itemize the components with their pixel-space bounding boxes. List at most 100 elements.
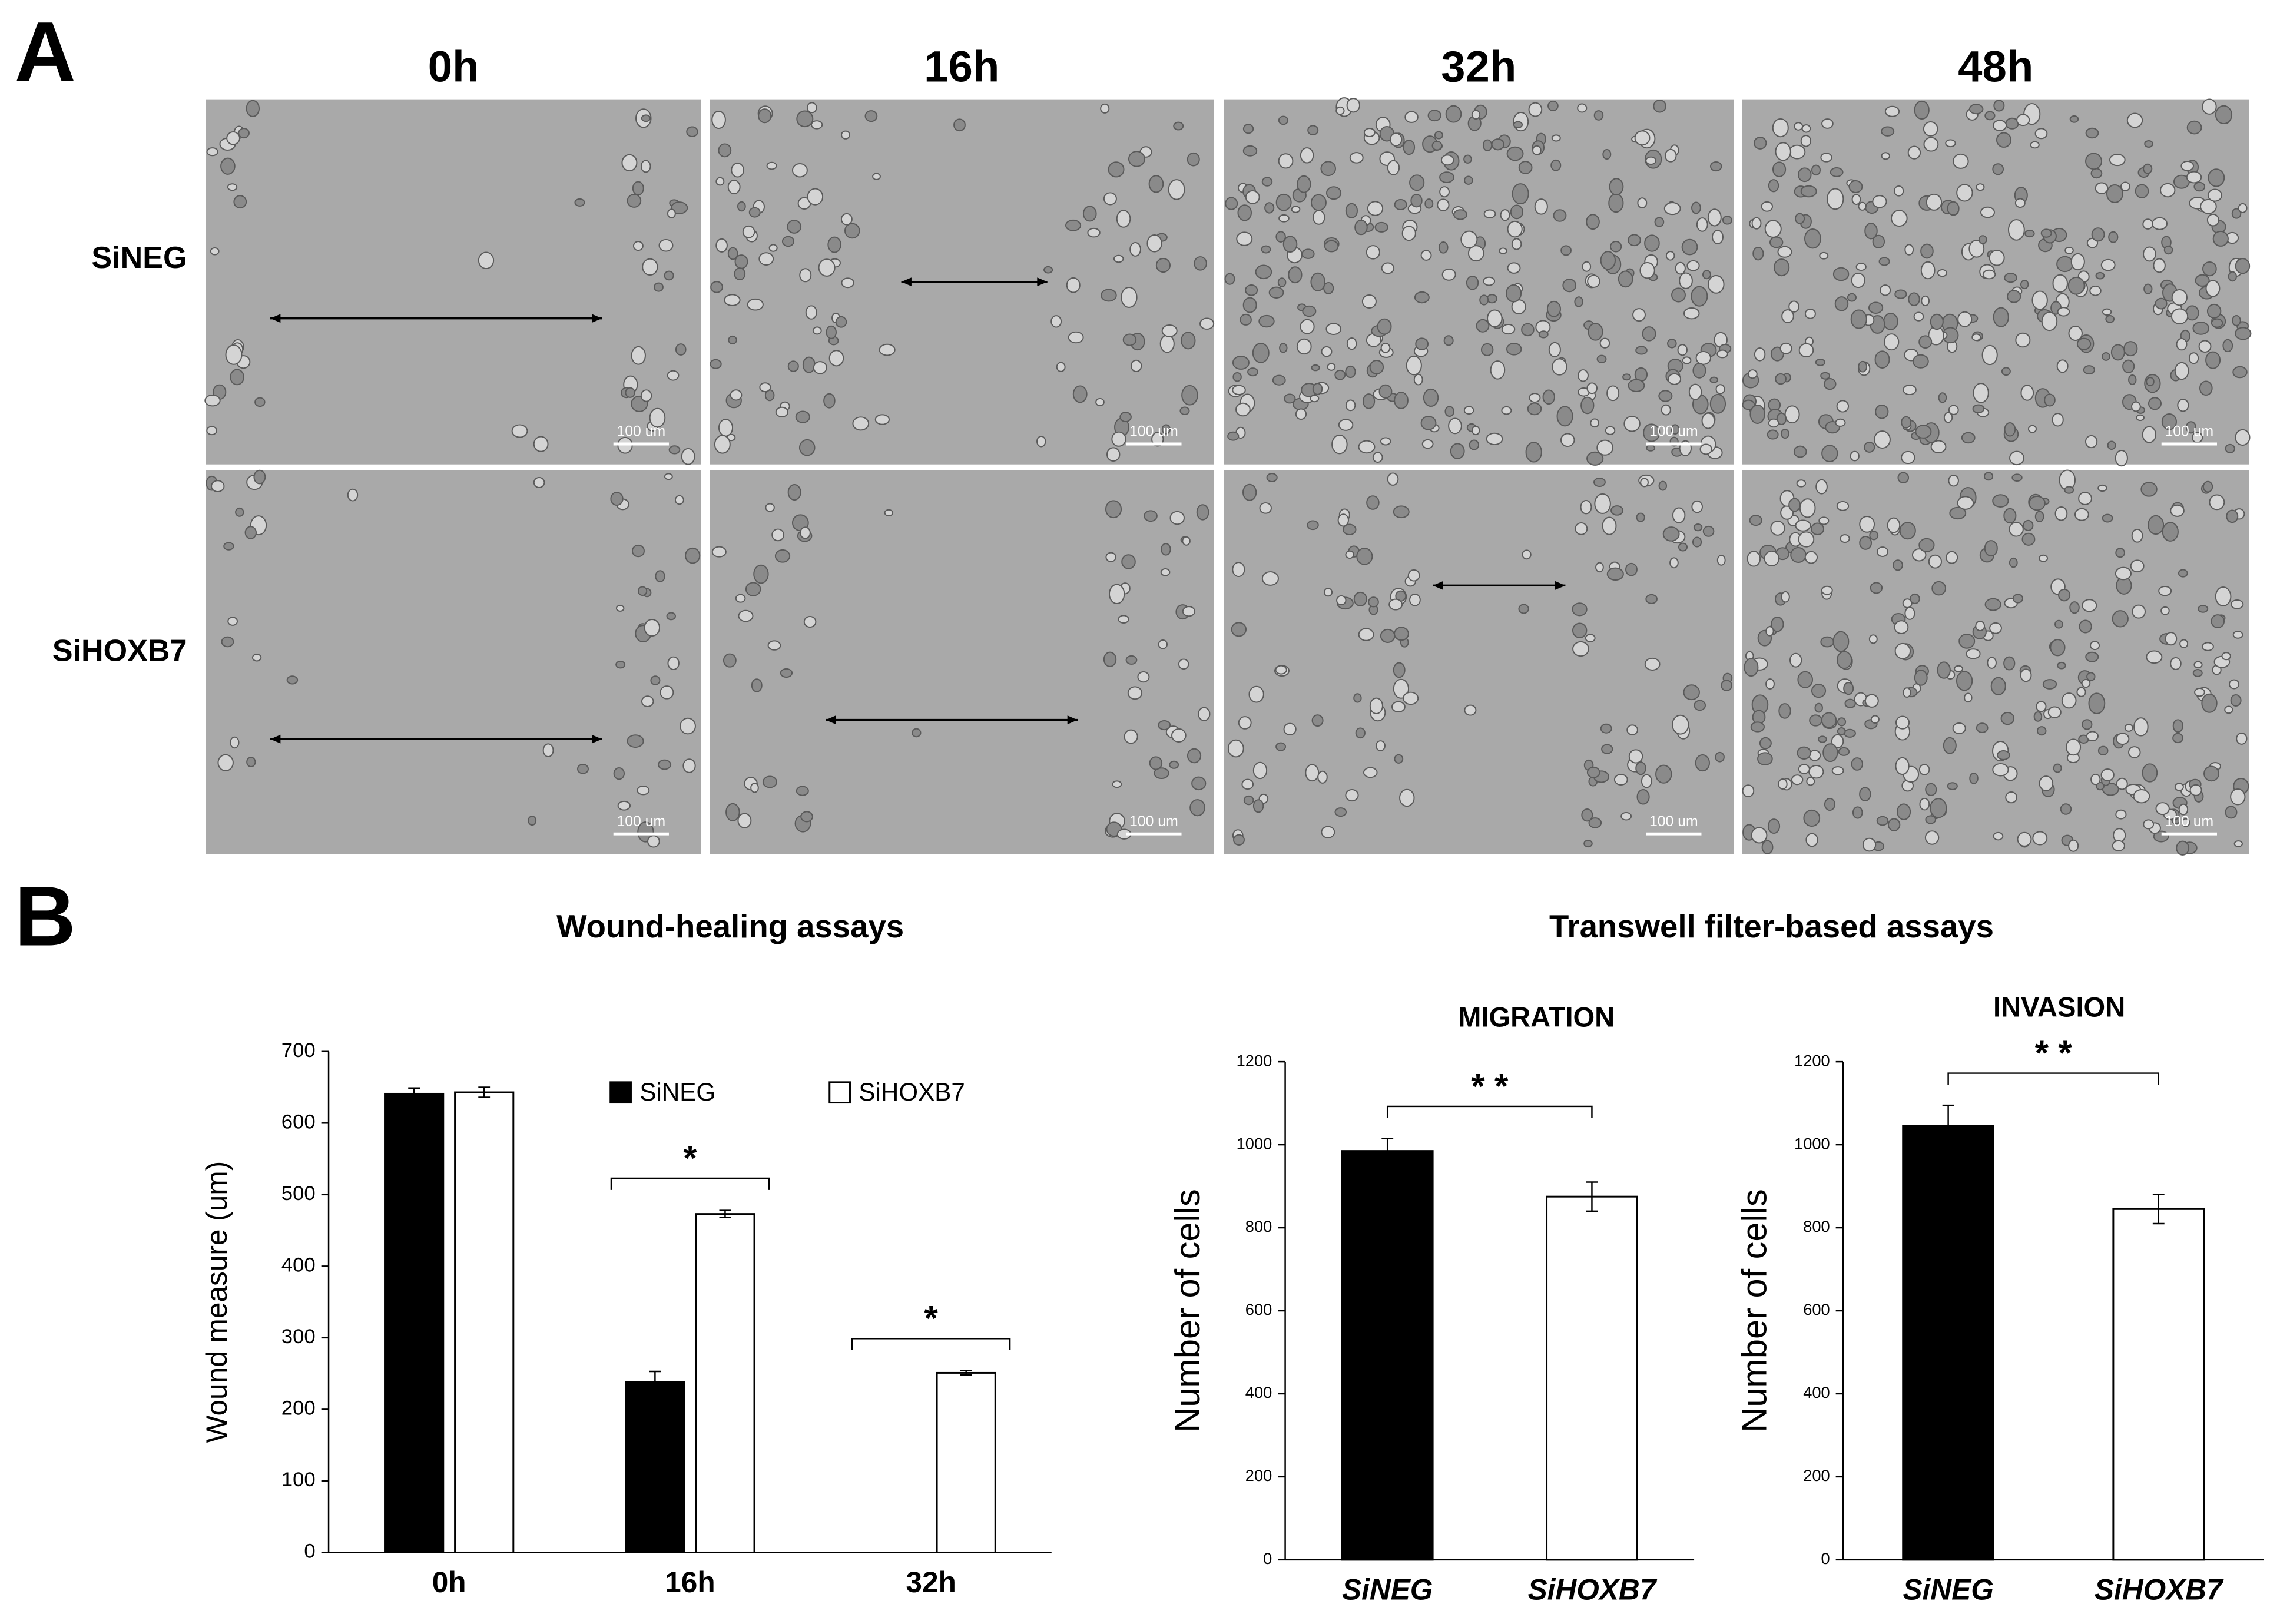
cell bbox=[1227, 739, 1244, 758]
cell bbox=[1899, 522, 1916, 540]
cell bbox=[742, 225, 755, 238]
cell bbox=[2047, 706, 2062, 718]
cell bbox=[1663, 202, 1681, 216]
cell bbox=[1198, 707, 1211, 721]
cell bbox=[1171, 728, 1187, 743]
cell bbox=[1394, 198, 1407, 211]
cell bbox=[1191, 776, 1207, 791]
cell bbox=[1801, 124, 1811, 133]
cell bbox=[2090, 641, 2100, 651]
cell bbox=[681, 448, 695, 465]
cell bbox=[1506, 146, 1524, 161]
cell bbox=[1671, 424, 1680, 435]
cell bbox=[625, 387, 635, 398]
bar bbox=[1546, 1195, 1638, 1561]
cell bbox=[1377, 318, 1392, 335]
cell bbox=[1920, 243, 1934, 259]
significance-label: * bbox=[924, 1298, 939, 1338]
cell bbox=[1605, 426, 1616, 435]
cell bbox=[1472, 425, 1480, 436]
cell bbox=[2116, 733, 2130, 745]
cell bbox=[1602, 516, 1617, 535]
cell bbox=[1811, 164, 1821, 176]
cell bbox=[1232, 355, 1250, 370]
cell bbox=[2067, 276, 2085, 295]
cell bbox=[1672, 714, 1689, 735]
cell bbox=[1901, 416, 1912, 429]
cell bbox=[658, 238, 674, 252]
cell bbox=[1513, 121, 1523, 128]
cell bbox=[1639, 261, 1655, 279]
cell bbox=[2014, 198, 2026, 208]
cell bbox=[1968, 240, 1985, 258]
cell bbox=[1121, 554, 1136, 569]
cell bbox=[2029, 495, 2046, 511]
cell bbox=[1295, 408, 1307, 420]
cell bbox=[2003, 656, 2016, 671]
cell bbox=[2100, 768, 2115, 781]
cell bbox=[2089, 285, 2102, 296]
cell bbox=[2039, 775, 2054, 791]
cell bbox=[610, 492, 624, 506]
cell bbox=[1346, 98, 1360, 113]
cell bbox=[879, 343, 896, 356]
cell bbox=[827, 236, 841, 253]
cell bbox=[1645, 594, 1658, 604]
cell bbox=[1252, 761, 1268, 780]
scale-bar-label: 100 um bbox=[1129, 814, 1178, 830]
y-tick-label: 400 bbox=[1803, 1383, 1830, 1401]
cell bbox=[1168, 179, 1185, 200]
cell bbox=[1658, 390, 1673, 402]
cell bbox=[1968, 104, 1984, 115]
cell bbox=[1387, 472, 1399, 486]
cell bbox=[1464, 704, 1477, 716]
cell bbox=[1682, 356, 1692, 364]
cell bbox=[745, 582, 761, 596]
cell bbox=[1820, 372, 1831, 380]
cell bbox=[738, 609, 754, 622]
cell bbox=[1971, 333, 1981, 342]
cell bbox=[1453, 209, 1468, 220]
cell bbox=[2050, 639, 2066, 657]
cell bbox=[1242, 124, 1254, 134]
cell bbox=[796, 786, 809, 796]
cell bbox=[1903, 385, 1917, 396]
cell bbox=[1358, 628, 1374, 641]
cell bbox=[1572, 641, 1589, 657]
cell bbox=[1990, 677, 2006, 695]
cell bbox=[1424, 198, 1434, 209]
cell bbox=[1595, 562, 1604, 573]
cell bbox=[2123, 341, 2138, 357]
cell bbox=[1952, 722, 1966, 734]
cell bbox=[1677, 344, 1688, 356]
cell bbox=[1613, 774, 1628, 786]
cell bbox=[2160, 183, 2176, 198]
cell bbox=[1872, 234, 1885, 248]
cell bbox=[1065, 219, 1082, 231]
cell bbox=[1404, 111, 1419, 123]
cell bbox=[1441, 268, 1456, 281]
cell bbox=[1506, 342, 1522, 356]
cell bbox=[1632, 308, 1646, 322]
cell bbox=[1692, 363, 1706, 379]
cell bbox=[640, 160, 651, 173]
cell bbox=[1106, 447, 1121, 462]
cell bbox=[1278, 214, 1290, 223]
cell bbox=[642, 258, 658, 276]
cell bbox=[680, 717, 696, 735]
y-tick-label: 0 bbox=[304, 1540, 315, 1563]
cell bbox=[775, 406, 789, 417]
cell bbox=[1337, 513, 1349, 527]
cell bbox=[1181, 385, 1198, 406]
cell bbox=[1923, 121, 1938, 137]
cell bbox=[1112, 780, 1122, 788]
cell bbox=[1996, 750, 2010, 760]
cell bbox=[2004, 422, 2016, 437]
cell bbox=[1661, 404, 1671, 416]
cell bbox=[1645, 156, 1657, 165]
cell bbox=[1701, 412, 1715, 429]
cell bbox=[1878, 257, 1890, 266]
cell bbox=[1904, 244, 1914, 256]
cell bbox=[1881, 126, 1895, 137]
cell bbox=[2235, 327, 2252, 340]
